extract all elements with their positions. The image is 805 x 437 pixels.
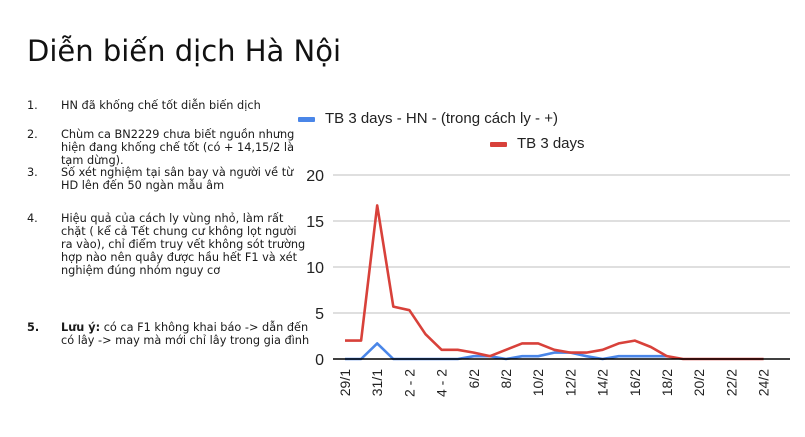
bullet-bold-prefix: Lưu ý:: [61, 321, 101, 334]
legend-swatch-icon: [298, 116, 315, 122]
x-tick-label: 14/2: [595, 369, 611, 396]
bullet-number: 5.: [27, 321, 40, 334]
bullet-text: Lưu ý: có ca F1 không khai báo -> dẫn đế…: [61, 321, 311, 347]
x-tick-label: 6/2: [466, 369, 482, 389]
x-tick-label: 2 - 2: [401, 369, 417, 397]
bullet-body: có ca F1 không khai báo -> dẫn đến có lâ…: [61, 321, 310, 347]
series-line-red: [345, 204, 764, 361]
legend-swatch-icon: [490, 141, 507, 147]
bullet-number: 4.: [27, 212, 38, 225]
legend-label: TB 3 days: [517, 135, 585, 152]
x-tick-label: 8/2: [498, 369, 514, 389]
series-line-blue: [345, 342, 667, 361]
bullet-number: 1.: [27, 99, 38, 112]
x-tick-label: 24/2: [756, 369, 772, 396]
x-tick-label: 31/1: [369, 369, 385, 396]
bullet-text: Số xét nghiệm tại sân bay và người về từ…: [61, 166, 294, 192]
bullet-text: Chùm ca BN2229 chưa biết nguồn nhưng hiệ…: [61, 128, 295, 167]
x-tick-label: 22/2: [723, 369, 739, 396]
slide-title: Diễn biến dịch Hà Nội: [27, 34, 342, 68]
bullet-text: HN đã khống chế tốt diễn biến dịch: [61, 99, 261, 112]
bullet-text: Hiệu quả của cách ly vùng nhỏ, làm rất c…: [61, 212, 306, 277]
bullet-number: 3.: [27, 166, 38, 179]
x-tick-label: 20/2: [691, 369, 707, 396]
x-tick-label: 29/1: [337, 369, 353, 396]
bullet-number: 2.: [27, 128, 38, 141]
y-tick-label: 5: [315, 306, 324, 323]
legend-item-blue: TB 3 days - HN - (trong cách ly - +): [298, 110, 558, 127]
x-tick-label: 18/2: [659, 369, 675, 396]
x-tick-label: 12/2: [562, 369, 578, 396]
legend-item-red: TB 3 days: [490, 135, 585, 152]
y-tick-label: 0: [315, 352, 324, 369]
legend-label: TB 3 days - HN - (trong cách ly - +): [325, 110, 558, 127]
x-tick-label: 4 - 2: [434, 369, 450, 397]
x-tick-label: 10/2: [530, 369, 546, 396]
x-tick-label: 16/2: [627, 369, 643, 396]
